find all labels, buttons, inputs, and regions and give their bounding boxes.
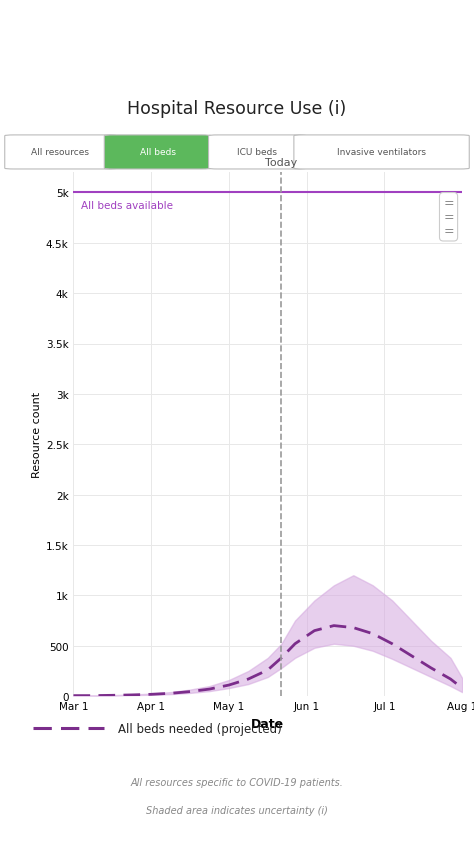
Text: :: : xyxy=(441,52,450,73)
Text: All beds: All beds xyxy=(140,149,175,157)
Text: v: v xyxy=(365,55,375,70)
Text: All resources specific to COVID-19 patients.: All resources specific to COVID-19 patie… xyxy=(130,777,344,787)
FancyBboxPatch shape xyxy=(209,136,306,170)
FancyBboxPatch shape xyxy=(5,136,116,170)
FancyBboxPatch shape xyxy=(104,136,211,170)
Text: All resources: All resources xyxy=(31,149,90,157)
Text: ICU beds: ICU beds xyxy=(237,149,277,157)
Text: Hospital Resource Use (i): Hospital Resource Use (i) xyxy=(128,100,346,118)
X-axis label: Date: Date xyxy=(251,717,284,730)
Text: Shaded area indicates uncertainty (i): Shaded area indicates uncertainty (i) xyxy=(146,805,328,815)
Y-axis label: Resource count: Resource count xyxy=(32,392,42,478)
Text: a  covid19.healthdata.org: a covid19.healthdata.org xyxy=(171,13,323,26)
Text: Minnesota: Minnesota xyxy=(165,53,271,72)
FancyBboxPatch shape xyxy=(294,136,469,170)
Text: =
=
=: = = = xyxy=(443,197,454,238)
Text: All beds needed (projected): All beds needed (projected) xyxy=(118,722,282,734)
Text: Today: Today xyxy=(265,158,298,168)
Text: All beds available: All beds available xyxy=(81,201,173,211)
Text: Invasive ventilators: Invasive ventilators xyxy=(337,149,426,157)
